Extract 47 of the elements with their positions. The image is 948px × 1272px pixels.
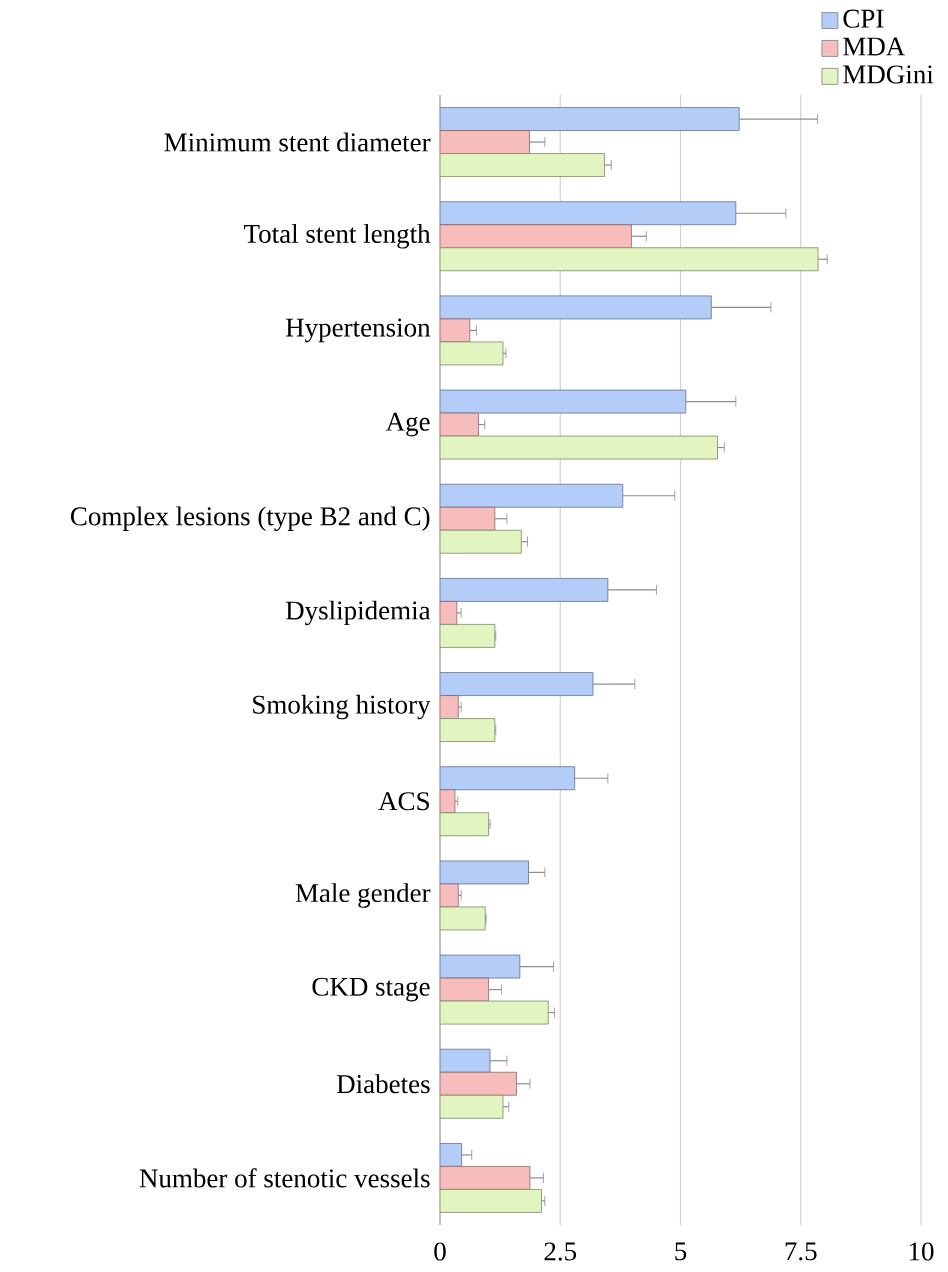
y-tick-label: Minimum stent diameter [164, 132, 431, 152]
bar [440, 247, 819, 272]
y-tick-label: ACS [378, 792, 429, 811]
x-tick-label: 5 [675, 1242, 687, 1261]
bar [440, 435, 718, 460]
bar [440, 718, 496, 742]
bar [440, 130, 530, 154]
bar [440, 1048, 491, 1073]
y-tick-label: CKD stage [312, 977, 430, 1002]
bar [440, 578, 609, 602]
y-tick-label: Male gender [295, 883, 431, 908]
bar [440, 506, 496, 531]
bar [440, 153, 605, 177]
bar [440, 483, 624, 508]
legend-label: MDA [843, 37, 906, 56]
legend-label: MDGini [843, 65, 934, 84]
bar [440, 389, 687, 414]
bar [440, 766, 576, 791]
bar [440, 201, 737, 226]
bar [440, 812, 489, 837]
x-tick-label: 7.5 [785, 1242, 817, 1261]
y-tick-label: Smoking history [253, 694, 431, 720]
x-tick-label: 0 [434, 1242, 446, 1261]
bar [440, 672, 594, 696]
bar [440, 1071, 517, 1096]
y-tick-label: Dyslipidemia [285, 600, 431, 626]
y-tick-label: Hypertension [285, 318, 431, 343]
bar [440, 860, 529, 885]
y-tick-label: Number of stenotic vessels [139, 1168, 430, 1188]
bar [440, 1143, 463, 1167]
bar [440, 1000, 549, 1025]
bar [440, 224, 632, 249]
bar [440, 1166, 531, 1190]
bar [440, 954, 521, 979]
bar [440, 1094, 504, 1119]
bar [440, 1189, 542, 1213]
legend-label: CPI [843, 9, 884, 28]
bar [440, 529, 522, 554]
bar [440, 295, 712, 320]
x-tick-label: 2.5 [544, 1242, 577, 1261]
y-tick-label: Total stent length [244, 223, 431, 249]
bar [440, 107, 740, 131]
y-tick-label: Complex lesions (type B2 and C) [70, 506, 430, 532]
bar [440, 624, 496, 648]
y-tick-label: Age [385, 412, 430, 437]
x-tick-label: 10 [909, 1242, 934, 1261]
y-tick-label: Diabetes [336, 1074, 430, 1094]
